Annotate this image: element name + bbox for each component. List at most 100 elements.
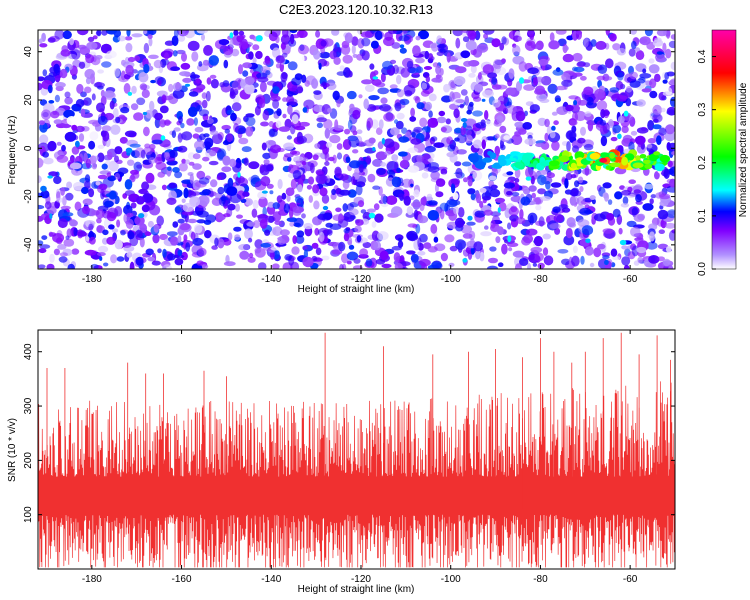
heatmap-noise-blob	[316, 122, 323, 129]
heatmap-noise-blob	[279, 229, 290, 237]
y-tick-label: 20	[23, 94, 34, 106]
heatmap-noise-blob	[180, 62, 191, 70]
heatmap-noise-blob	[189, 191, 201, 196]
heatmap-noise-blob	[428, 200, 438, 206]
heatmap-noise-blob	[589, 195, 596, 201]
heatmap-noise-blob	[266, 164, 274, 172]
heatmap-noise-blob	[459, 103, 465, 109]
heatmap-noise-blob	[414, 96, 421, 104]
heatmap-noise-blob	[421, 82, 428, 90]
heatmap-noise-speck	[604, 259, 609, 266]
heatmap-noise-blob	[530, 175, 535, 185]
heatmap-noise-blob	[368, 95, 380, 101]
heatmap-noise-blob	[376, 231, 389, 241]
heatmap-noise-blob	[139, 237, 145, 248]
heatmap-noise-blob	[217, 238, 225, 249]
heatmap-noise-blob	[670, 33, 675, 40]
heatmap-noise-blob	[303, 222, 313, 230]
heatmap-noise-blob	[285, 187, 295, 196]
heatmap-noise-blob	[75, 99, 85, 108]
heatmap-noise-blob	[183, 234, 188, 242]
heatmap-noise-blob	[177, 30, 189, 37]
heatmap-noise-blob	[358, 94, 363, 99]
heatmap-noise-speck	[381, 137, 386, 145]
heatmap-noise-blob	[294, 125, 306, 131]
heatmap-noise-blob	[398, 35, 410, 42]
heatmap-noise-blob	[187, 106, 198, 118]
heatmap-noise-blob	[424, 145, 436, 153]
heatmap-noise-blob	[462, 233, 473, 239]
heatmap-noise-blob	[669, 178, 675, 188]
heatmap-signal-blob	[540, 161, 550, 167]
heatmap-noise-blob	[272, 86, 280, 94]
heatmap-noise-blob	[497, 262, 504, 268]
heatmap-noise-blob	[617, 72, 624, 81]
heatmap-noise-blob	[199, 133, 206, 141]
heatmap-noise-blob	[291, 150, 301, 156]
heatmap-noise-blob	[85, 236, 90, 242]
heatmap-noise-blob	[39, 43, 48, 48]
heatmap-noise-blob	[556, 85, 567, 91]
heatmap-noise-blob	[166, 231, 178, 237]
heatmap-noise-blob	[351, 36, 359, 47]
heatmap-noise-blob	[439, 48, 446, 53]
heatmap-noise-blob	[233, 226, 242, 232]
heatmap-noise-blob	[630, 226, 641, 237]
heatmap-noise-blob	[515, 110, 526, 122]
heatmap-noise-blob	[286, 217, 298, 223]
heatmap-signal-blob	[644, 163, 653, 169]
heatmap-noise-blob	[484, 110, 489, 120]
heatmap-noise-blob	[153, 59, 163, 69]
heatmap-noise-blob	[217, 186, 225, 195]
heatmap-noise-blob	[606, 213, 615, 221]
heatmap-noise-blob	[130, 103, 139, 111]
heatmap-noise-blob	[251, 208, 258, 218]
heatmap-noise-blob	[551, 111, 558, 116]
heatmap-noise-blob	[124, 179, 133, 190]
heatmap-noise-blob	[464, 95, 469, 106]
heatmap-noise-blob	[378, 119, 384, 130]
heatmap-noise-blob	[181, 251, 188, 261]
heatmap-noise-blob	[134, 215, 145, 226]
heatmap-noise-blob	[664, 222, 675, 229]
heatmap-noise-blob	[529, 104, 541, 113]
heatmap-noise-blob	[389, 59, 397, 64]
heatmap-noise-blob	[196, 170, 206, 180]
heatmap-noise-blob	[316, 117, 327, 123]
heatmap-noise-blob	[637, 256, 643, 264]
heatmap-noise-blob	[394, 119, 399, 124]
heatmap-noise-blob	[474, 210, 486, 218]
heatmap-noise-blob	[634, 135, 646, 145]
heatmap-noise-blob	[339, 189, 351, 196]
heatmap-noise-blob	[348, 70, 353, 78]
heatmap-noise-blob	[214, 237, 219, 247]
heatmap-noise-blob	[252, 57, 257, 64]
heatmap-noise-blob	[90, 263, 99, 269]
heatmap-noise-blob	[362, 241, 371, 249]
heatmap-noise-blob	[644, 183, 654, 190]
heatmap-noise-blob	[106, 172, 112, 178]
heatmap-noise-blob	[396, 167, 401, 173]
heatmap-noise-blob	[198, 177, 210, 185]
heatmap-noise-blob	[572, 52, 583, 62]
heatmap-noise-blob	[71, 248, 80, 255]
heatmap-noise-blob	[102, 229, 109, 236]
heatmap-noise-blob	[619, 185, 626, 190]
heatmap-noise-blob	[69, 162, 82, 170]
heatmap-noise-blob	[332, 90, 340, 101]
heatmap-noise-blob	[638, 76, 646, 84]
colorbar-tick-label: 0.1	[697, 209, 708, 223]
heatmap-noise-blob	[147, 256, 155, 262]
heatmap-noise-blob	[379, 104, 392, 112]
heatmap-noise-blob	[75, 125, 85, 133]
heatmap-noise-blob	[503, 182, 516, 189]
heatmap-noise-blob	[327, 228, 333, 236]
heatmap-noise-blob	[172, 82, 183, 91]
heatmap-noise-blob	[419, 258, 431, 267]
heatmap-noise-blob	[247, 256, 256, 263]
heatmap-noise-blob	[396, 89, 405, 98]
heatmap-noise-blob	[269, 190, 274, 195]
heatmap-noise-blob	[287, 105, 293, 115]
heatmap-noise-blob	[56, 155, 69, 163]
heatmap-noise-blob	[255, 50, 263, 60]
